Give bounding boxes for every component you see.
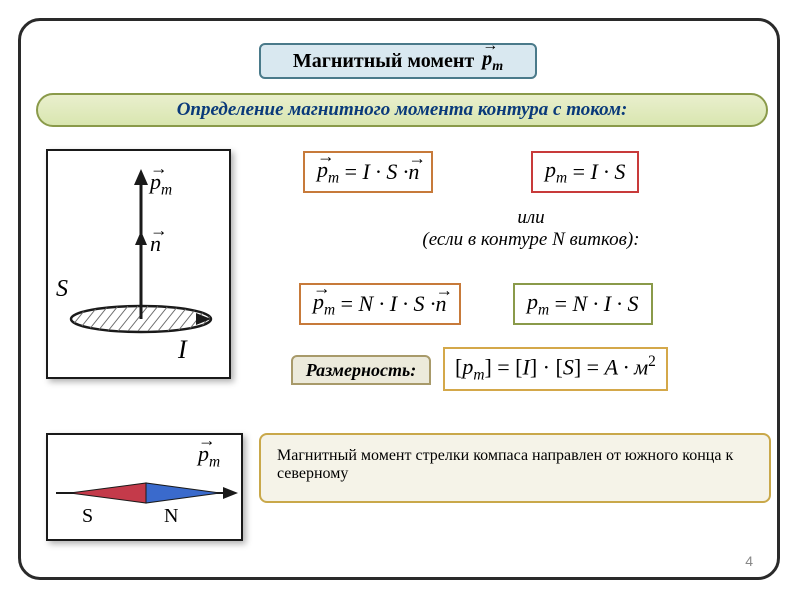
definition-text: Определение магнитного момента контура с… [177,99,628,121]
dimension-label: Размерность: [291,355,431,385]
label-n: n [150,231,161,257]
title-text: Магнитный момент [293,50,474,73]
dimension-equation: [pm] = [I] · [S] = A · м2 [443,347,668,391]
title-formula: pm [482,48,503,75]
compass-diagram: pm S N [46,433,243,541]
description-text: Магнитный момент стрелки компаса направл… [277,447,733,482]
title-box: Магнитный момент pm [259,43,537,79]
equation-vector-1: pm = I · S · n [303,151,433,193]
loop-diagram: S I n pm [46,149,231,379]
or-text: или (если в контуре N витков): [351,207,711,251]
page-number: 4 [745,553,753,569]
label-S: S [56,276,68,303]
definition-bar: Определение магнитного момента контура с… [36,93,768,127]
loop-svg [48,151,233,381]
equation-scalar-1: pm = I · S [531,151,639,193]
label-I: I [178,335,187,365]
equation-scalar-n: pm = N · I · S [513,283,653,325]
equation-vector-n: pm = N · I · S · n [299,283,461,325]
description-box: Магнитный момент стрелки компаса направл… [259,433,771,503]
compass-pm: pm [198,441,220,471]
compass-N: N [164,505,178,528]
label-pm: pm [150,169,172,199]
compass-S: S [82,505,93,528]
slide-frame: Магнитный момент pm Определение магнитно… [18,18,780,580]
